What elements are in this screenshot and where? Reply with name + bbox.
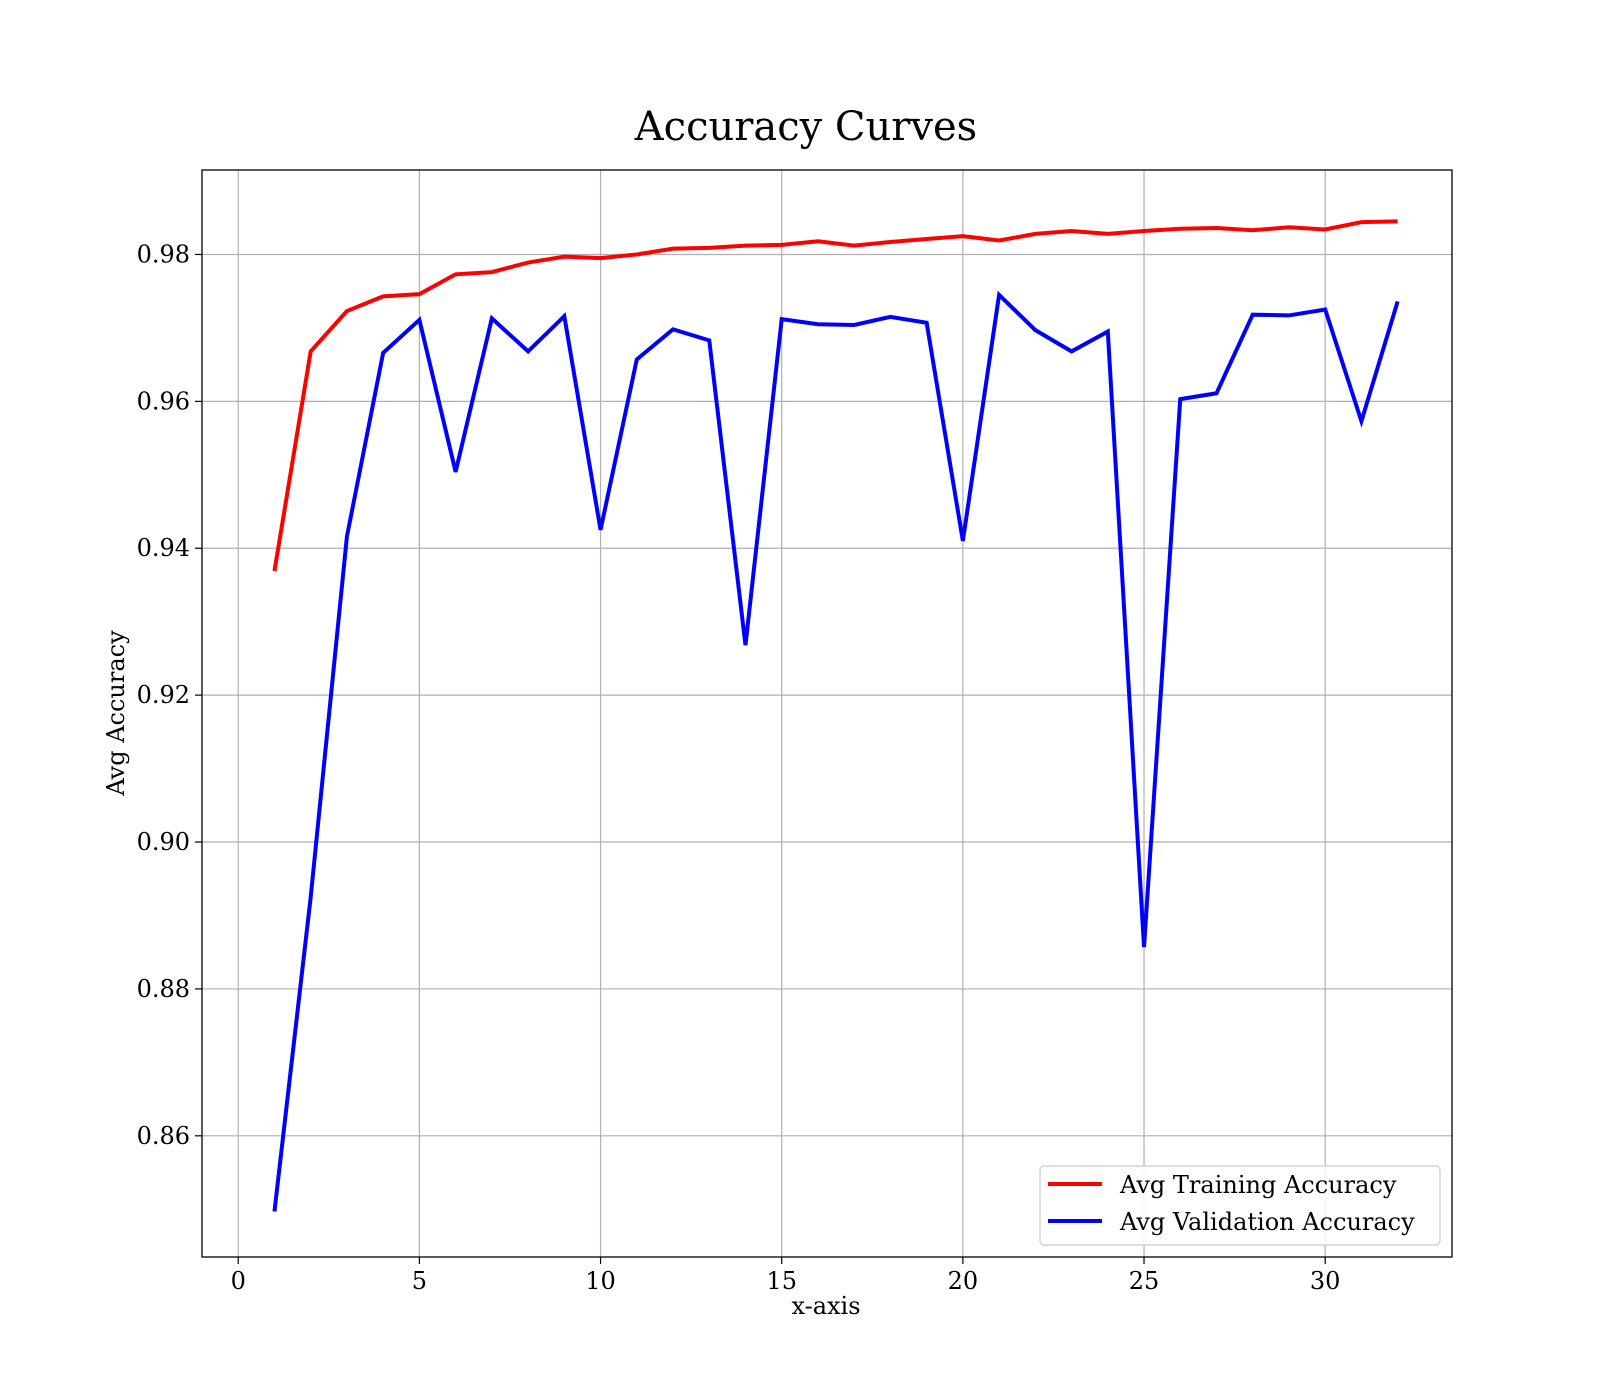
grid-lines bbox=[202, 170, 1452, 1257]
chart-title: Accuracy Curves bbox=[634, 104, 977, 150]
y-tick-label: 0.94 bbox=[137, 534, 190, 562]
y-tick-label: 0.88 bbox=[137, 975, 190, 1003]
series-line-validation bbox=[272, 290, 1400, 1212]
x-tick-label: 5 bbox=[412, 1267, 427, 1295]
series-lines bbox=[272, 219, 1400, 1212]
axis-ticks: 0 5 10 15 20 25 30 0.86 0.88 0.90 0.92 0.94 0.96 0.98 bbox=[137, 240, 1341, 1295]
x-axis-label: x-axis bbox=[791, 1292, 860, 1320]
y-tick-label: 0.96 bbox=[137, 387, 190, 415]
x-tick-label: 20 bbox=[948, 1267, 979, 1295]
y-tick-label: 0.90 bbox=[137, 828, 190, 856]
x-tick-label: 10 bbox=[585, 1267, 616, 1295]
x-tick-label: 15 bbox=[766, 1267, 797, 1295]
y-tick-label: 0.86 bbox=[137, 1122, 190, 1150]
y-tick-label: 0.92 bbox=[137, 681, 190, 709]
legend-label-validation: Avg Validation Accuracy bbox=[1119, 1208, 1415, 1236]
legend: Avg Training Accuracy Avg Validation Acc… bbox=[1039, 1165, 1441, 1246]
series-line-training bbox=[272, 219, 1398, 572]
legend-box bbox=[1039, 1165, 1441, 1246]
y-axis-label: Avg Accuracy bbox=[102, 630, 130, 797]
x-tick-label: 25 bbox=[1129, 1267, 1160, 1295]
x-tick-label: 0 bbox=[231, 1267, 246, 1295]
plot-frame bbox=[201, 169, 1453, 1258]
x-tick-label: 30 bbox=[1310, 1267, 1341, 1295]
legend-label-training: Avg Training Accuracy bbox=[1119, 1171, 1397, 1199]
y-tick-label: 0.98 bbox=[137, 240, 190, 268]
